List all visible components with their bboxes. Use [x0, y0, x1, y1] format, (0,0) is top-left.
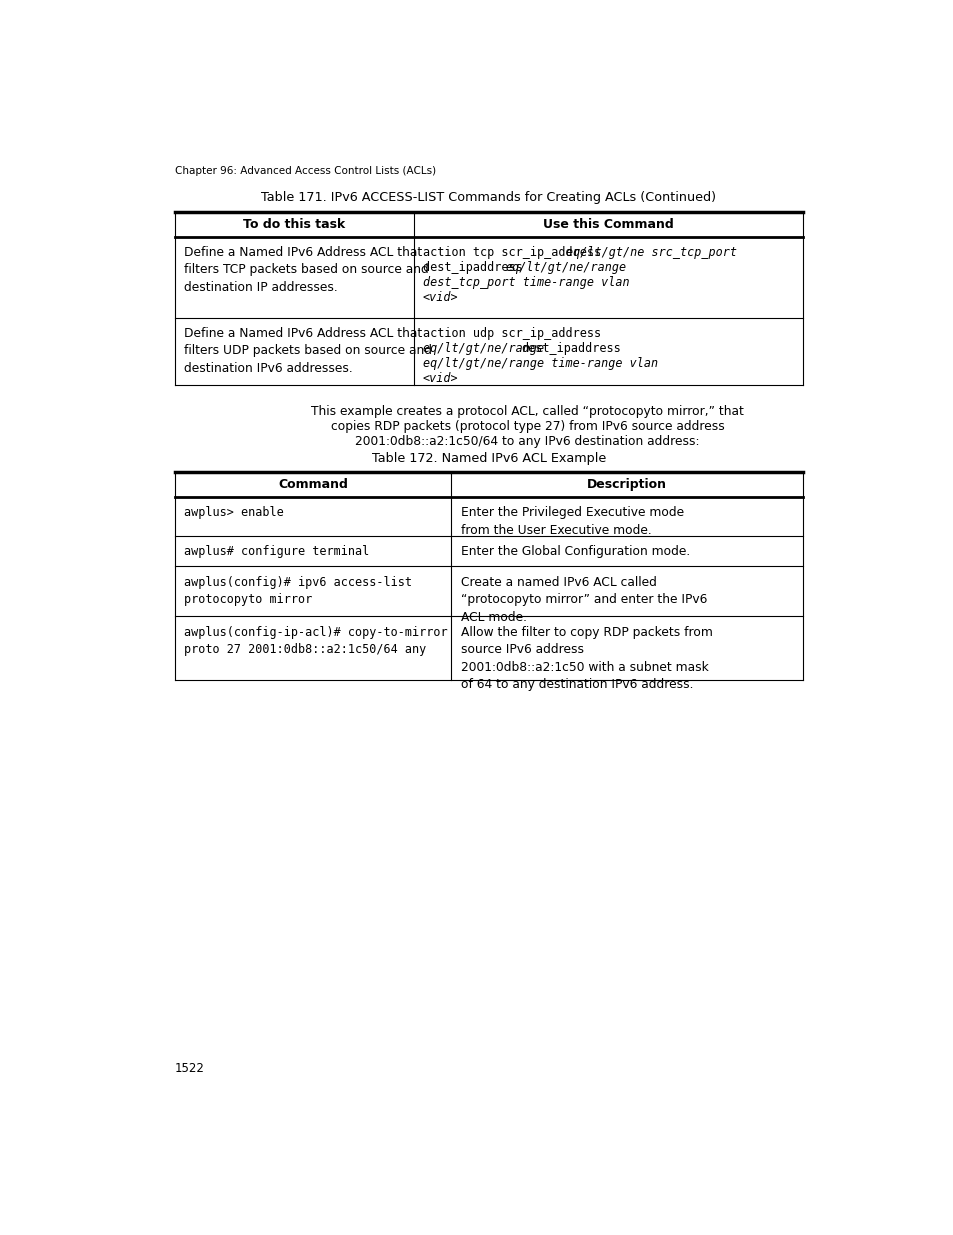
- Text: Table 171. IPv6 ACCESS-LIST Commands for Creating ACLs (Continued): Table 171. IPv6 ACCESS-LIST Commands for…: [261, 191, 716, 205]
- Text: awplus(config)# ipv6 access-list
protocopyto mirror: awplus(config)# ipv6 access-list protoco…: [184, 576, 412, 606]
- Text: awplus# configure terminal: awplus# configure terminal: [184, 545, 369, 558]
- Text: eq/lt/gt/ne/range: eq/lt/gt/ne/range: [505, 261, 626, 274]
- Text: copies RDP packets (protocol type 27) from IPv6 source address: copies RDP packets (protocol type 27) fr…: [331, 420, 723, 433]
- Text: eq/lt/gt/ne/range time-range vlan: eq/lt/gt/ne/range time-range vlan: [422, 357, 658, 369]
- Text: Description: Description: [586, 478, 666, 492]
- Text: dest_ipaddress: dest_ipaddress: [521, 342, 620, 354]
- Text: action udp scr_ip_address: action udp scr_ip_address: [422, 327, 600, 340]
- Text: Table 172. Named IPv6 ACL Example: Table 172. Named IPv6 ACL Example: [372, 452, 605, 464]
- Text: <vid>: <vid>: [422, 291, 458, 304]
- Text: eq/lt/gt/ne src_tcp_port: eq/lt/gt/ne src_tcp_port: [565, 246, 736, 259]
- Text: 2001:0db8::a2:1c50/64 to any IPv6 destination address:: 2001:0db8::a2:1c50/64 to any IPv6 destin…: [355, 436, 700, 448]
- Text: Enter the Privileged Executive mode
from the User Executive mode.: Enter the Privileged Executive mode from…: [460, 506, 683, 537]
- Text: 1522: 1522: [174, 1062, 205, 1074]
- Text: Define a Named IPv6 Address ACL that
filters TCP packets based on source and
des: Define a Named IPv6 Address ACL that fil…: [184, 246, 429, 294]
- Text: To do this task: To do this task: [243, 217, 345, 231]
- Text: awplus> enable: awplus> enable: [184, 506, 284, 519]
- Text: eq/lt/gt/ne/range: eq/lt/gt/ne/range: [422, 342, 551, 354]
- Text: dest_ipaddress: dest_ipaddress: [422, 261, 529, 274]
- Text: This example creates a protocol ACL, called “protocopyto mirror,” that: This example creates a protocol ACL, cal…: [311, 405, 743, 417]
- Text: Enter the Global Configuration mode.: Enter the Global Configuration mode.: [460, 545, 689, 558]
- Text: dest_tcp_port time-range vlan: dest_tcp_port time-range vlan: [422, 275, 629, 289]
- Text: Chapter 96: Advanced Access Control Lists (ACLs): Chapter 96: Advanced Access Control List…: [174, 165, 436, 175]
- Text: action tcp scr_ip_address: action tcp scr_ip_address: [422, 246, 607, 259]
- Text: Use this Command: Use this Command: [542, 217, 673, 231]
- Text: Create a named IPv6 ACL called
“protocopyto mirror” and enter the IPv6
ACL mode.: Create a named IPv6 ACL called “protocop…: [460, 576, 706, 624]
- Text: Define a Named IPv6 Address ACL that
filters UDP packets based on source and
des: Define a Named IPv6 Address ACL that fil…: [184, 327, 432, 375]
- Text: Allow the filter to copy RDP packets from
source IPv6 address
2001:0db8::a2:1c50: Allow the filter to copy RDP packets fro…: [460, 626, 712, 692]
- Text: awplus(config-ip-acl)# copy-to-mirror
proto 27 2001:0db8::a2:1c50/64 any: awplus(config-ip-acl)# copy-to-mirror pr…: [184, 626, 448, 656]
- Text: Command: Command: [278, 478, 348, 492]
- Text: <vid>: <vid>: [422, 372, 458, 385]
